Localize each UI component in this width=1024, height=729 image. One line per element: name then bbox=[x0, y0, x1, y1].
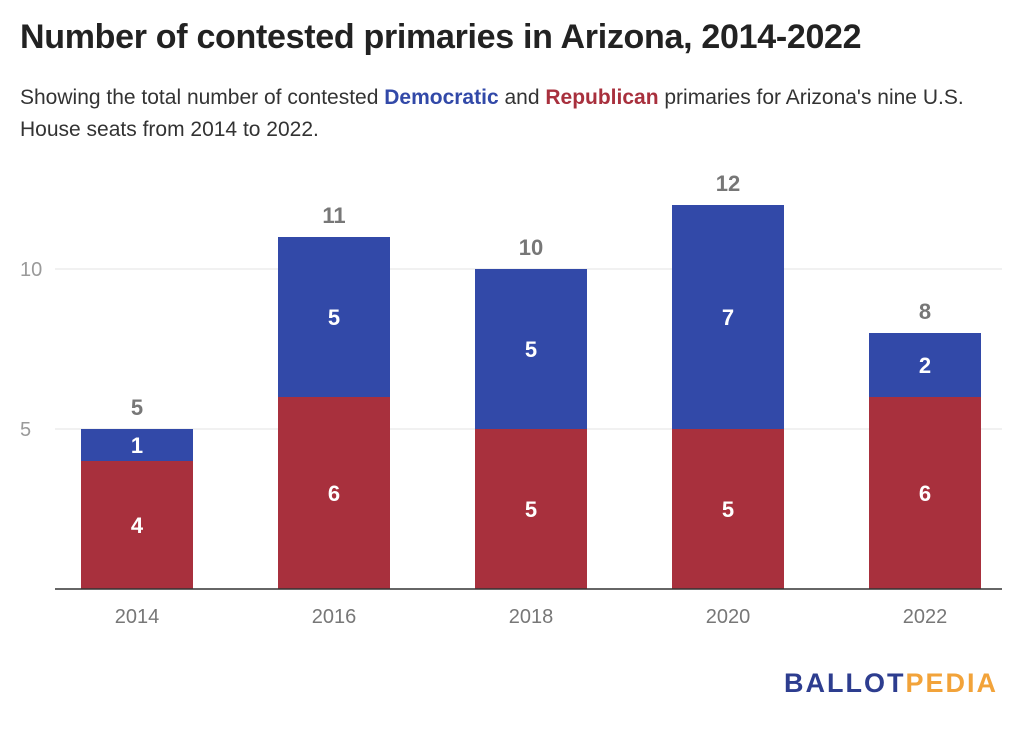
data-label-republican-2020: 5 bbox=[722, 497, 734, 522]
subtitle-text-end: primaries for Arizona's nine U.S. House … bbox=[20, 86, 964, 141]
ballotpedia-logo: BALLOTPEDIA bbox=[784, 668, 998, 699]
y-tick-label-5: 5 bbox=[20, 419, 31, 441]
total-label-2014: 5 bbox=[131, 395, 143, 420]
data-label-democratic-2018: 5 bbox=[525, 337, 537, 362]
logo-part-pedia: PEDIA bbox=[905, 668, 998, 698]
subtitle-text-middle: and bbox=[498, 86, 546, 109]
y-tick-label-10: 10 bbox=[20, 259, 42, 281]
logo-part-ballot: BALLOT bbox=[783, 668, 906, 698]
subtitle-democratic-label: Democratic bbox=[384, 86, 499, 109]
total-label-2020: 12 bbox=[716, 171, 740, 196]
bar-republican-2020 bbox=[672, 429, 784, 589]
bar-democratic-2016 bbox=[278, 237, 390, 397]
x-tick-label-2022: 2022 bbox=[903, 606, 948, 628]
labels: 5 10 4 1 5 2014 6 5 11 2016 5 5 10 2018 5 7 12 2020 6 2 8 202… bbox=[20, 171, 947, 628]
data-label-republican-2022: 6 bbox=[919, 481, 931, 506]
x-tick-label-2014: 2014 bbox=[115, 606, 160, 628]
bar-democratic-2020 bbox=[672, 205, 784, 429]
bar-republican-2016 bbox=[278, 397, 390, 589]
chart-title: Number of contested primaries in Arizona… bbox=[20, 18, 862, 56]
x-tick-label-2018: 2018 bbox=[509, 606, 554, 628]
chart-subtitle: Showing the total number of contested De… bbox=[20, 82, 1000, 146]
total-label-2016: 11 bbox=[322, 203, 345, 228]
bars bbox=[81, 205, 981, 589]
data-label-democratic-2020: 7 bbox=[722, 305, 734, 330]
total-label-2018: 10 bbox=[519, 235, 543, 260]
bar-republican-2018 bbox=[475, 429, 587, 589]
bar-democratic-2018 bbox=[475, 269, 587, 429]
data-label-democratic-2014: 1 bbox=[131, 433, 143, 458]
data-label-republican-2018: 5 bbox=[525, 497, 537, 522]
data-label-democratic-2016: 5 bbox=[328, 305, 340, 330]
x-tick-label-2020: 2020 bbox=[706, 606, 751, 628]
x-tick-label-2016: 2016 bbox=[312, 606, 357, 628]
data-label-democratic-2022: 2 bbox=[919, 353, 931, 378]
bar-republican-2014 bbox=[81, 461, 193, 589]
bar-democratic-2014 bbox=[81, 429, 193, 461]
total-label-2022: 8 bbox=[919, 299, 931, 324]
bar-republican-2022 bbox=[869, 397, 981, 589]
data-label-republican-2014: 4 bbox=[131, 513, 144, 538]
subtitle-republican-label: Republican bbox=[545, 86, 659, 109]
bar-democratic-2022 bbox=[869, 333, 981, 397]
subtitle-text-start: Showing the total number of contested bbox=[20, 86, 385, 109]
data-label-republican-2016: 6 bbox=[328, 481, 340, 506]
